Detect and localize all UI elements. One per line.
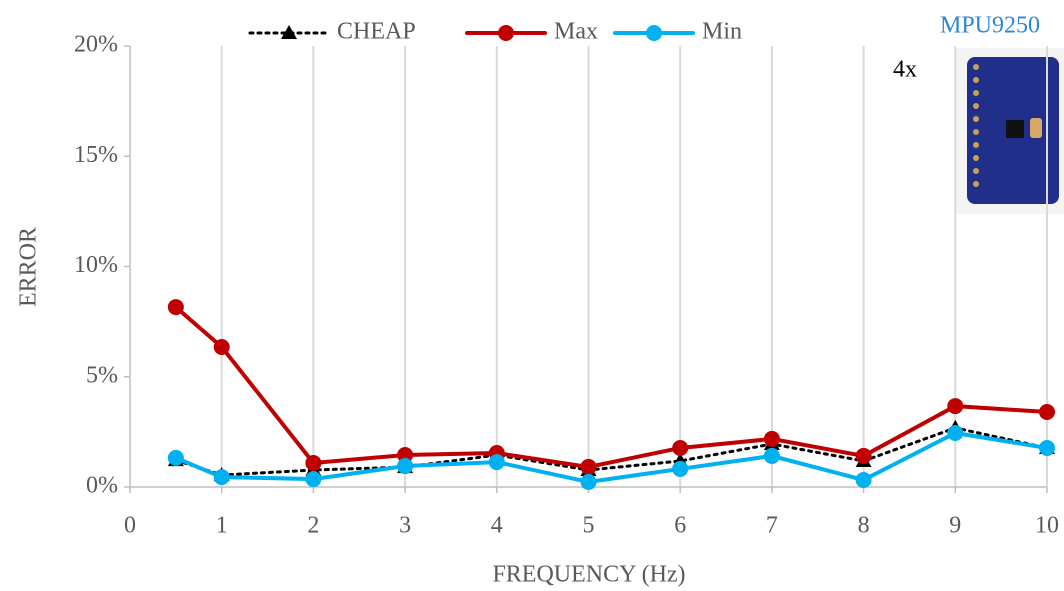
annotation: MPU9250 <box>940 13 1040 39</box>
point <box>672 461 688 477</box>
legend-marker <box>498 25 514 41</box>
point <box>764 448 780 464</box>
point <box>1039 404 1055 420</box>
x-tick-label: 7 <box>766 513 778 539</box>
legend-label: Max <box>554 19 598 45</box>
x-tick-label: 8 <box>858 513 870 539</box>
x-tick-label: 5 <box>583 513 595 539</box>
x-tick-label: 9 <box>949 513 961 539</box>
annotation: 4x <box>893 57 917 83</box>
y-tick-label: 0% <box>86 473 118 499</box>
x-tick-label: 10 <box>1035 513 1059 539</box>
legend-marker <box>646 25 662 41</box>
point <box>397 458 413 474</box>
point <box>305 455 321 471</box>
point <box>856 472 872 488</box>
point <box>856 448 872 464</box>
point <box>168 450 184 466</box>
x-tick-label: 2 <box>307 513 319 539</box>
y-tick-label: 5% <box>86 362 118 388</box>
component <box>1030 118 1042 138</box>
point <box>1039 440 1055 456</box>
y-axis-title: ERROR <box>16 227 42 307</box>
point <box>672 440 688 456</box>
legend-label: Min <box>702 19 742 45</box>
point <box>947 425 963 441</box>
y-tick-label: 10% <box>74 252 118 278</box>
point <box>581 474 597 490</box>
y-tick-label: 20% <box>74 32 118 58</box>
x-axis-title: FREQUENCY (Hz) <box>492 562 685 588</box>
chip <box>1006 120 1024 138</box>
point <box>168 299 184 315</box>
x-tick-label: 4 <box>491 513 503 539</box>
point <box>305 471 321 487</box>
legend-label: CHEAP <box>337 19 416 45</box>
point <box>581 459 597 475</box>
background <box>0 0 1064 591</box>
y-tick-label: 15% <box>74 142 118 168</box>
point <box>214 469 230 485</box>
x-tick-label: 1 <box>216 513 228 539</box>
point <box>489 454 505 470</box>
x-tick-label: 0 <box>124 513 136 539</box>
point <box>947 398 963 414</box>
chart: ERROR FREQUENCY (Hz) MPU9250 4x 0 1 2 3 4 5 6 7… <box>0 0 1064 591</box>
x-tick-label: 6 <box>674 513 686 539</box>
point <box>764 431 780 447</box>
x-tick-label: 3 <box>399 513 411 539</box>
point <box>214 339 230 355</box>
